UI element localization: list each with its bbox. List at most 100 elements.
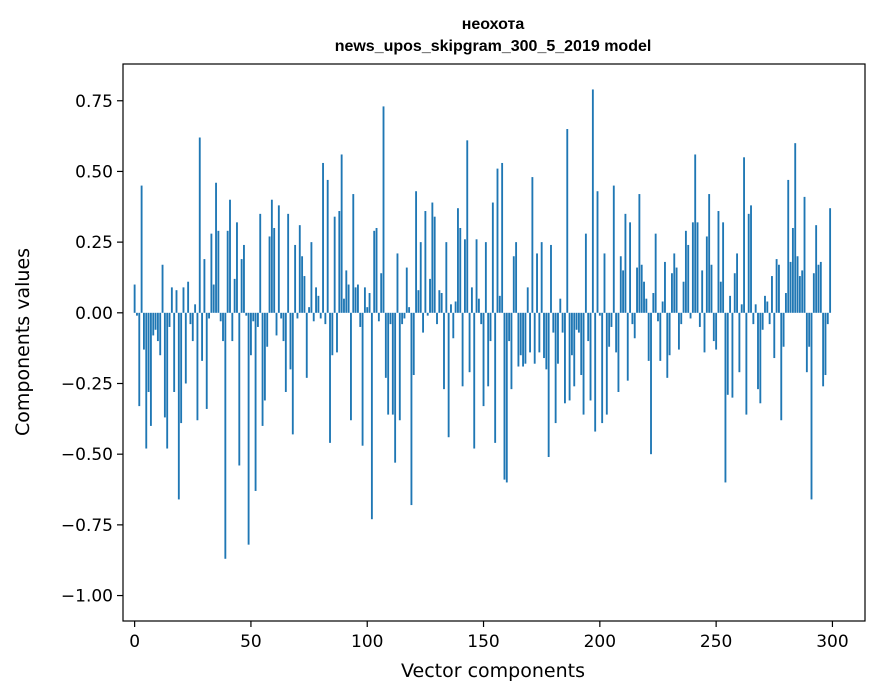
bar xyxy=(384,312,387,378)
bar xyxy=(540,242,543,313)
bar xyxy=(757,312,759,390)
bar xyxy=(412,312,415,376)
bar xyxy=(508,312,511,342)
bar xyxy=(815,225,818,313)
bar xyxy=(564,312,566,404)
bar xyxy=(377,312,380,322)
bar xyxy=(263,312,266,401)
bar xyxy=(671,273,673,313)
bar xyxy=(452,312,455,339)
bar xyxy=(666,312,669,378)
bar xyxy=(615,312,618,353)
bar xyxy=(691,222,694,313)
bar xyxy=(403,312,406,319)
bar xyxy=(315,287,317,313)
bar xyxy=(238,312,241,466)
bar xyxy=(138,312,141,407)
bar xyxy=(608,312,611,347)
bar xyxy=(210,233,213,313)
bar xyxy=(647,312,650,361)
bar xyxy=(522,312,524,367)
bar xyxy=(331,312,334,356)
bar xyxy=(254,312,257,491)
bar xyxy=(750,205,752,313)
bar xyxy=(587,312,590,342)
bar xyxy=(305,312,308,378)
bar xyxy=(491,202,494,313)
bar xyxy=(736,253,738,313)
x-tick-label: 300 xyxy=(816,632,848,652)
bar xyxy=(370,312,373,520)
bar xyxy=(319,312,322,319)
bar xyxy=(622,270,625,313)
bar xyxy=(801,270,804,313)
bar xyxy=(708,194,711,313)
bar xyxy=(475,239,478,313)
bar xyxy=(361,312,364,446)
bar xyxy=(163,312,166,418)
bar xyxy=(175,290,178,313)
bar xyxy=(354,287,357,313)
bar xyxy=(224,312,227,559)
bar xyxy=(722,222,725,313)
x-tick-label: 100 xyxy=(351,632,383,652)
bar xyxy=(661,301,664,313)
bar xyxy=(391,312,394,415)
bar xyxy=(652,293,655,313)
y-tick-label: −1.00 xyxy=(61,587,113,607)
bar xyxy=(803,196,806,313)
bar xyxy=(566,129,569,313)
bar xyxy=(817,264,820,313)
chart-title: неохота xyxy=(462,16,525,33)
bar xyxy=(240,259,243,313)
bar xyxy=(524,312,527,364)
bar xyxy=(543,312,545,359)
bar xyxy=(417,290,420,313)
bar xyxy=(547,312,550,458)
bar xyxy=(698,312,701,327)
bar xyxy=(740,304,743,313)
bar xyxy=(561,312,564,333)
bar xyxy=(791,227,794,313)
bar xyxy=(619,256,622,313)
bar xyxy=(612,185,615,313)
bar xyxy=(380,273,383,313)
bar xyxy=(170,287,173,313)
y-tick-label: −0.25 xyxy=(61,374,113,394)
bar xyxy=(824,312,827,376)
bar xyxy=(591,89,594,313)
bar xyxy=(529,312,531,353)
bar xyxy=(159,312,162,356)
bar xyxy=(366,307,369,313)
bar xyxy=(789,261,792,313)
bar xyxy=(247,312,250,545)
bar xyxy=(152,312,155,336)
bar xyxy=(270,199,273,313)
bar xyxy=(712,312,715,342)
bar xyxy=(552,312,555,333)
bar xyxy=(675,267,678,313)
bar xyxy=(822,312,825,387)
bar xyxy=(545,312,548,370)
bar xyxy=(601,312,604,424)
bar xyxy=(657,312,659,322)
bar xyxy=(710,264,713,313)
bar xyxy=(717,211,720,313)
bar xyxy=(296,312,299,319)
bar xyxy=(596,191,599,313)
bar xyxy=(303,276,306,313)
bar xyxy=(808,312,811,347)
bar xyxy=(752,312,755,325)
bar xyxy=(826,312,829,325)
bar xyxy=(359,312,362,327)
bar xyxy=(715,312,718,350)
bar xyxy=(215,182,217,313)
bar xyxy=(684,230,687,313)
bar xyxy=(396,253,399,313)
bar xyxy=(640,264,643,313)
bar xyxy=(484,242,487,313)
bar xyxy=(329,312,331,443)
bar xyxy=(310,242,313,313)
bar xyxy=(324,312,327,325)
bar xyxy=(610,312,613,327)
